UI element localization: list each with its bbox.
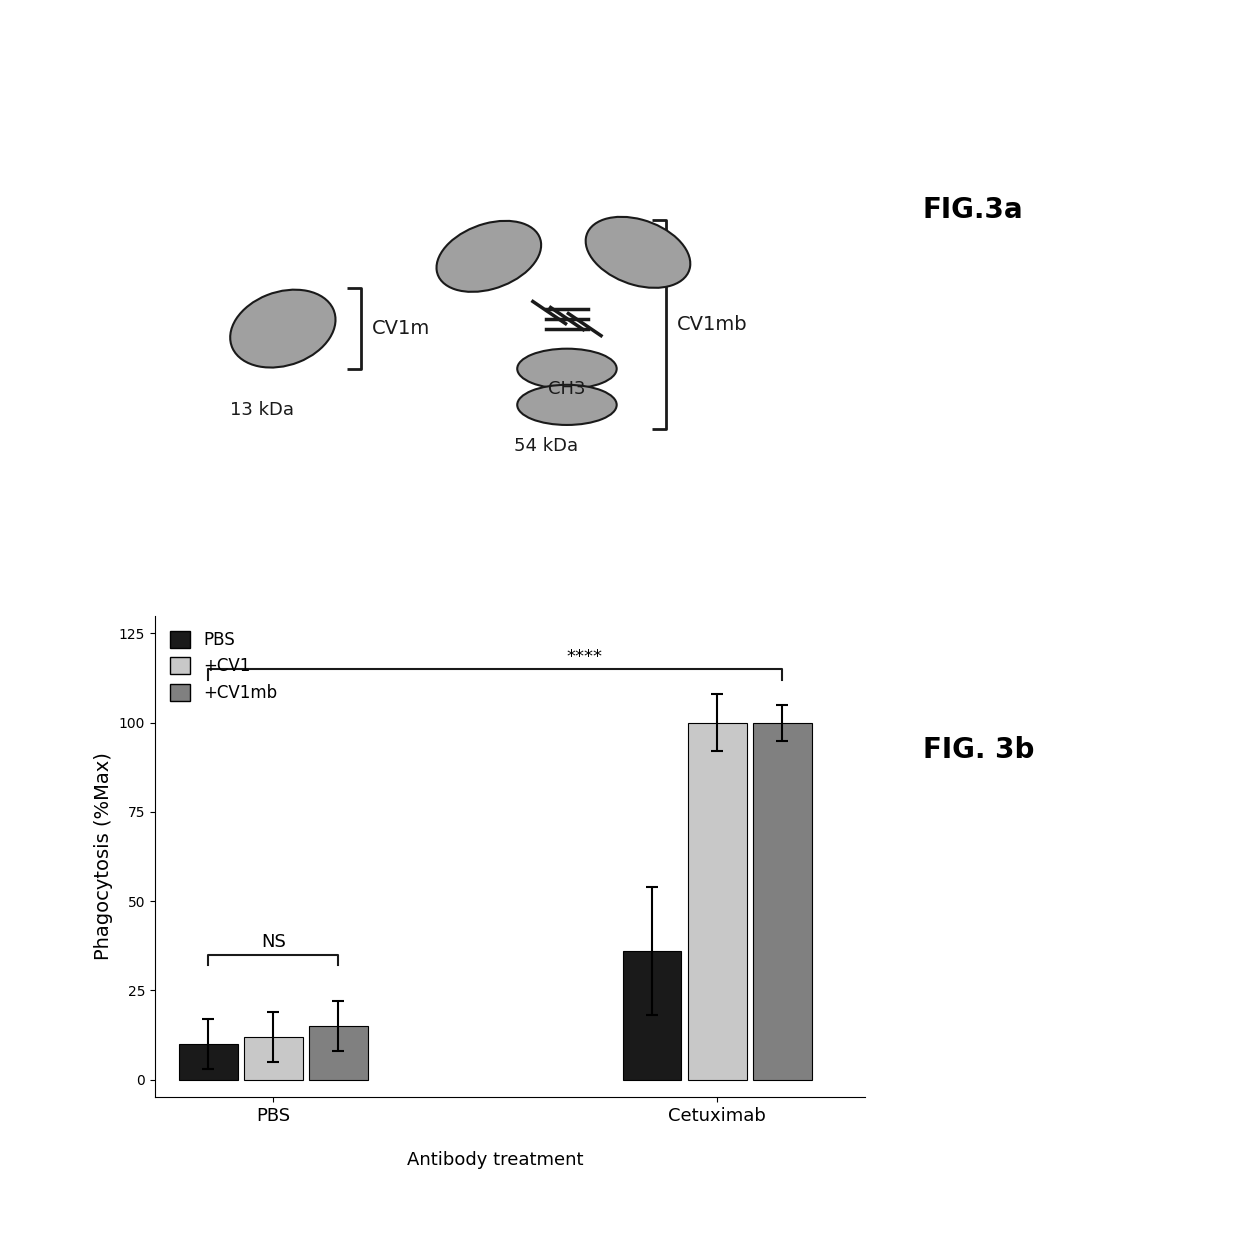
Ellipse shape <box>585 217 691 287</box>
Bar <box>179 1044 238 1080</box>
Bar <box>309 1026 368 1080</box>
Text: 13 kDa: 13 kDa <box>229 401 294 419</box>
Ellipse shape <box>231 290 336 367</box>
Ellipse shape <box>517 385 616 425</box>
Bar <box>753 723 812 1080</box>
Text: FIG. 3b: FIG. 3b <box>923 736 1034 764</box>
Legend: PBS, +CV1, +CV1mb: PBS, +CV1, +CV1mb <box>164 624 284 709</box>
Bar <box>244 1037 303 1080</box>
Text: NS: NS <box>260 933 285 951</box>
Bar <box>622 951 682 1080</box>
Ellipse shape <box>436 221 541 292</box>
Ellipse shape <box>517 349 616 388</box>
Text: ****: **** <box>567 647 603 666</box>
Text: CV1m: CV1m <box>372 319 430 338</box>
Text: FIG.3a: FIG.3a <box>923 196 1023 224</box>
Text: Antibody treatment: Antibody treatment <box>407 1150 584 1169</box>
Y-axis label: Phagocytosis (%Max): Phagocytosis (%Max) <box>94 752 113 961</box>
Text: CH3: CH3 <box>548 380 585 398</box>
Text: 54 kDa: 54 kDa <box>513 436 578 455</box>
Bar <box>688 723 746 1080</box>
Text: CV1mb: CV1mb <box>677 316 748 334</box>
